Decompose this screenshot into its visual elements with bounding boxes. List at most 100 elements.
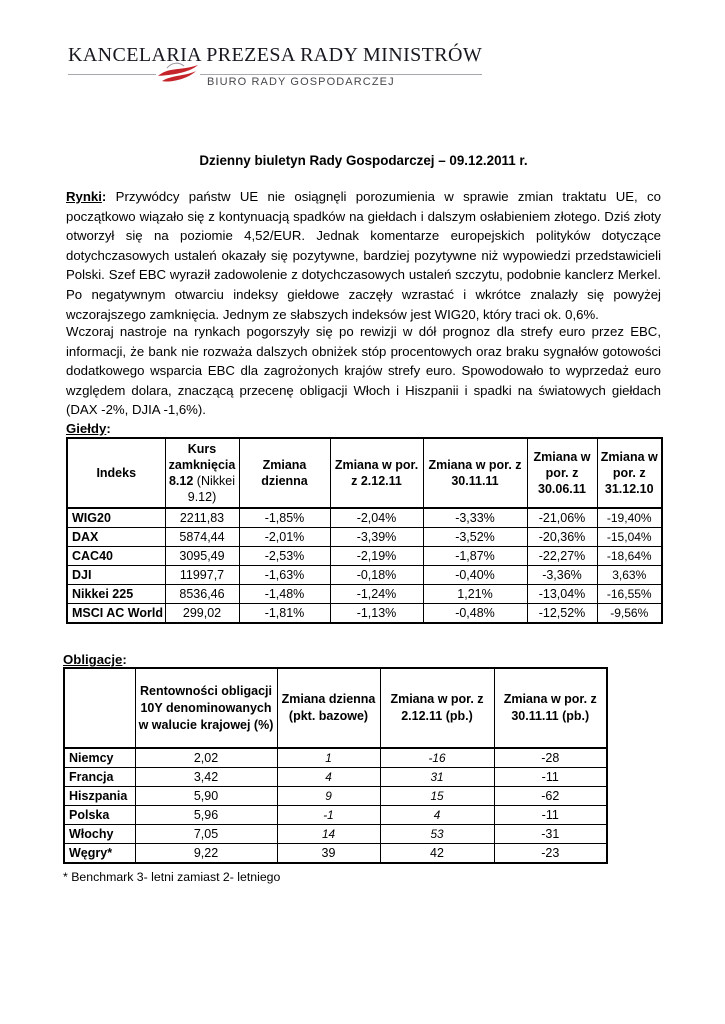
markets-value-cell: -0,40% bbox=[422, 565, 528, 585]
bonds-value-cell: -23 bbox=[493, 843, 608, 864]
markets-value-cell: 8536,46 bbox=[164, 584, 240, 604]
markets-value-cell: -1,87% bbox=[422, 546, 528, 566]
markets-value-cell: -12,52% bbox=[526, 603, 598, 624]
markets-value-cell: 5874,44 bbox=[164, 527, 240, 547]
markets-row-label: CAC40 bbox=[66, 546, 166, 566]
red-swoosh-flag-icon bbox=[156, 62, 200, 87]
rynki-label-colon: : bbox=[101, 189, 107, 204]
markets-value-cell: -3,52% bbox=[422, 527, 528, 547]
bonds-value-cell: 9 bbox=[276, 786, 381, 806]
bonds-row: Węgry* 9,22 39 42 -23 bbox=[63, 843, 608, 864]
bonds-value-cell: 31 bbox=[379, 767, 495, 787]
markets-row: Nikkei 225 8536,46 -1,48% -1,24% 1,21% -13,04… bbox=[66, 584, 663, 604]
rynki-label: Rynki bbox=[66, 189, 102, 204]
bonds-header-cell: Zmiana w por. z 30.11.11 (pb.) bbox=[493, 667, 608, 749]
markets-value-cell: -19,40% bbox=[596, 507, 663, 528]
markets-row-label: Nikkei 225 bbox=[66, 584, 166, 604]
bonds-value-cell: -28 bbox=[493, 747, 608, 768]
markets-row: DJI 11997,7 -1,63% -0,18% -0,40% -3,36% 3,63% bbox=[66, 565, 663, 585]
bonds-value-cell: 9,22 bbox=[134, 843, 278, 864]
markets-value-cell: -3,33% bbox=[422, 507, 528, 528]
markets-value-cell: -2,53% bbox=[238, 546, 331, 566]
markets-header-row: Indeks Kurs zamknięcia 8.12 (Nikkei 9.12)… bbox=[66, 437, 663, 509]
markets-value-cell: -1,85% bbox=[238, 507, 331, 528]
bonds-row: Hiszpania 5,90 9 15 -62 bbox=[63, 786, 608, 806]
bonds-header-cell: Rentowności obligacji 10Y denominowanych… bbox=[134, 667, 278, 749]
markets-row-label: MSCI AC World bbox=[66, 603, 166, 624]
markets-header-cell: Zmiana w por. z 30.11.11 bbox=[422, 437, 528, 509]
bonds-footnote: * Benchmark 3- letni zamiast 2- letniego bbox=[63, 870, 281, 884]
markets-heading-text: Giełdy bbox=[66, 421, 107, 436]
bonds-value-cell: 53 bbox=[379, 824, 495, 844]
markets-value-cell: -16,55% bbox=[596, 584, 663, 604]
markets-value-cell: -2,04% bbox=[329, 507, 424, 528]
bonds-value-cell: 3,42 bbox=[134, 767, 278, 787]
markets-value-cell: 11997,7 bbox=[164, 565, 240, 585]
markets-value-cell: -13,04% bbox=[526, 584, 598, 604]
bonds-value-cell: 14 bbox=[276, 824, 381, 844]
markets-value-cell: -18,64% bbox=[596, 546, 663, 566]
markets-value-cell: -0,18% bbox=[329, 565, 424, 585]
markets-value-cell: -1,24% bbox=[329, 584, 424, 604]
markets-value-cell: -1,81% bbox=[238, 603, 331, 624]
bonds-value-cell: -62 bbox=[493, 786, 608, 806]
paragraph-rynki: Rynki: Przywódcy państw UE nie osiągnęli… bbox=[66, 187, 661, 324]
bonds-value-cell: 4 bbox=[276, 767, 381, 787]
bonds-value-cell: 4 bbox=[379, 805, 495, 825]
markets-row-label: WIG20 bbox=[66, 507, 166, 528]
markets-row-label: DJI bbox=[66, 565, 166, 585]
bonds-value-cell: 5,90 bbox=[134, 786, 278, 806]
markets-value-cell: -9,56% bbox=[596, 603, 663, 624]
markets-header-cell: Indeks bbox=[66, 437, 166, 509]
markets-value-cell: 1,21% bbox=[422, 584, 528, 604]
markets-row: CAC40 3095,49 -2,53% -2,19% -1,87% -22,27% -18… bbox=[66, 546, 663, 566]
bonds-row-label: Włochy bbox=[63, 824, 136, 844]
markets-header-cell: Zmiana w por. z 2.12.11 bbox=[329, 437, 424, 509]
bonds-row-label: Polska bbox=[63, 805, 136, 825]
markets-section-heading: Giełdy: bbox=[66, 421, 111, 436]
markets-header-cell: Kurs zamknięcia 8.12 (Nikkei 9.12) bbox=[164, 437, 240, 509]
markets-value-cell: -21,06% bbox=[526, 507, 598, 528]
bonds-value-cell: -11 bbox=[493, 805, 608, 825]
bonds-value-cell: 5,96 bbox=[134, 805, 278, 825]
org-title: KANCELARIA PREZESA RADY MINISTRÓW bbox=[68, 44, 483, 75]
markets-value-cell: -20,36% bbox=[526, 527, 598, 547]
bonds-value-cell: -1 bbox=[276, 805, 381, 825]
markets-value-cell: -15,04% bbox=[596, 527, 663, 547]
markets-value-cell: 2211,83 bbox=[164, 507, 240, 528]
bonds-value-cell: -11 bbox=[493, 767, 608, 787]
markets-value-cell: 3095,49 bbox=[164, 546, 240, 566]
bonds-value-cell: 1 bbox=[276, 747, 381, 768]
bonds-header-cell: Zmiana dzienna (pkt. bazowe) bbox=[276, 667, 381, 749]
bonds-heading-text: Obligacje bbox=[63, 652, 123, 667]
bonds-value-cell: 15 bbox=[379, 786, 495, 806]
markets-value-cell: -2,01% bbox=[238, 527, 331, 547]
markets-header-cell: Zmiana w por. z 30.06.11 bbox=[526, 437, 598, 509]
bonds-value-cell: 42 bbox=[379, 843, 495, 864]
bonds-header-cell bbox=[63, 667, 136, 749]
rynki-label-wrap: Rynki: bbox=[66, 189, 106, 204]
bonds-header-cell: Zmiana w por. z 2.12.11 (pb.) bbox=[379, 667, 495, 749]
bonds-header-row: Rentowności obligacji 10Y denominowanych… bbox=[63, 667, 608, 749]
doc-title: Dzienny biuletyn Rady Gospodarczej – 09.… bbox=[199, 153, 528, 168]
bonds-row-label: Francja bbox=[63, 767, 136, 787]
markets-value-cell: -1,13% bbox=[329, 603, 424, 624]
markets-value-cell: -22,27% bbox=[526, 546, 598, 566]
bonds-section-heading: Obligacje: bbox=[63, 652, 127, 667]
markets-row: MSCI AC World 299,02 -1,81% -1,13% -0,48% -12… bbox=[66, 603, 663, 624]
markets-value-cell: -3,39% bbox=[329, 527, 424, 547]
bonds-table-body: Niemcy 2,02 1 -16 -28 Francja 3,42 4 31 -11 Hiszpa… bbox=[63, 747, 608, 864]
bonds-row: Włochy 7,05 14 53 -31 bbox=[63, 824, 608, 844]
bonds-row: Niemcy 2,02 1 -16 -28 bbox=[63, 747, 608, 768]
markets-row: WIG20 2211,83 -1,85% -2,04% -3,33% -21,06% -19… bbox=[66, 507, 663, 528]
markets-table-body: WIG20 2211,83 -1,85% -2,04% -3,33% -21,06% -19… bbox=[66, 507, 663, 624]
markets-value-cell: -0,48% bbox=[422, 603, 528, 624]
markets-value-cell: -1,63% bbox=[238, 565, 331, 585]
bonds-value-cell: -16 bbox=[379, 747, 495, 768]
markets-value-cell: 3,63% bbox=[596, 565, 663, 585]
markets-header-cell: Zmiana dzienna bbox=[238, 437, 331, 509]
markets-heading-colon: : bbox=[106, 421, 111, 436]
bonds-value-cell: 39 bbox=[276, 843, 381, 864]
bonds-row-label: Niemcy bbox=[63, 747, 136, 768]
